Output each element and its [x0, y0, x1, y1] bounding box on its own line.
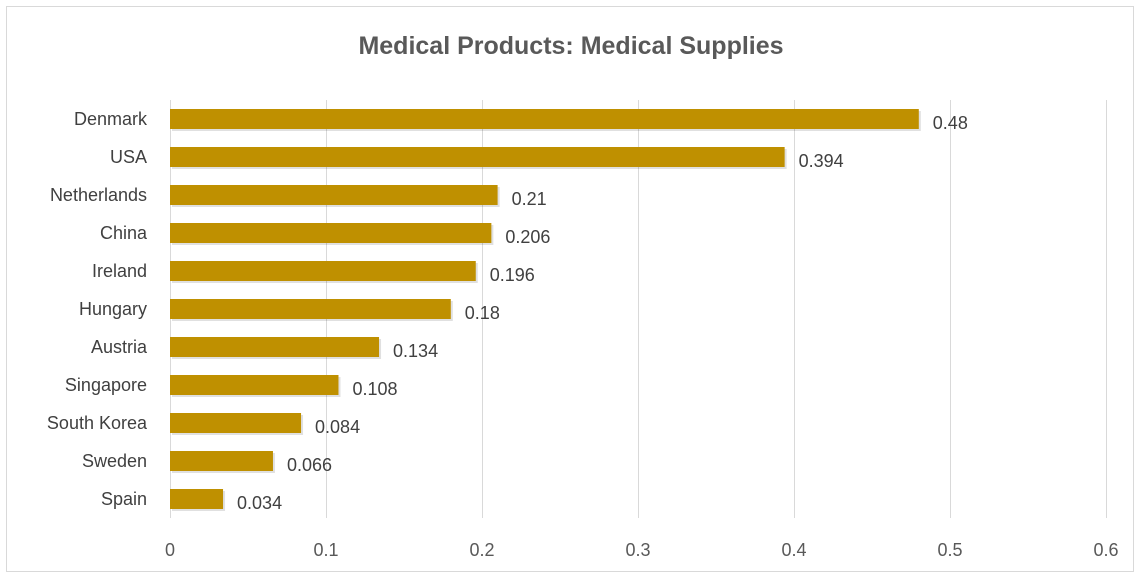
x-tick-label: 0.5 [937, 540, 962, 560]
data-label: 0.18 [465, 303, 500, 323]
category-label: Austria [91, 337, 148, 357]
category-label: Netherlands [50, 185, 147, 205]
data-label: 0.196 [490, 265, 535, 285]
category-label: Ireland [92, 261, 147, 281]
bar-hungary [170, 299, 451, 319]
bar-china [170, 223, 492, 243]
data-label: 0.394 [799, 151, 844, 171]
data-label: 0.134 [393, 341, 438, 361]
data-label: 0.034 [237, 493, 282, 513]
category-label: Hungary [79, 299, 147, 319]
data-label: 0.21 [512, 189, 547, 209]
category-label: Sweden [82, 451, 147, 471]
category-label: South Korea [47, 413, 148, 433]
bar-ireland [170, 261, 476, 281]
chart-area [6, 6, 1134, 572]
category-label: Denmark [74, 109, 148, 129]
bar-usa [170, 147, 785, 167]
category-label: China [100, 223, 148, 243]
category-label: USA [110, 147, 147, 167]
x-tick-label: 0 [165, 540, 175, 560]
data-label: 0.108 [352, 379, 397, 399]
bar-singapore [170, 375, 339, 395]
bar-south-korea [170, 413, 302, 433]
labels: 0 0.1 0.2 0.3 0.4 0.5 0.6 Denmark 0.48 USA 0.394 Ne… [47, 109, 1119, 560]
data-label: 0.084 [315, 417, 360, 437]
data-label: 0.206 [505, 227, 550, 247]
bar-sweden [170, 451, 273, 471]
chart-title: Medical Products: Medical Supplies [358, 32, 784, 60]
bar-netherlands [170, 185, 498, 205]
x-tick-label: 0.3 [625, 540, 650, 560]
bar-austria [170, 337, 380, 357]
bars [170, 109, 921, 511]
x-tick-label: 0.2 [469, 540, 494, 560]
x-tick-label: 0.6 [1093, 540, 1118, 560]
x-tick-label: 0.1 [313, 540, 338, 560]
bar-spain [170, 489, 224, 509]
data-label: 0.066 [287, 455, 332, 475]
gridlines [170, 100, 1107, 518]
bar-denmark [170, 109, 919, 129]
category-label: Singapore [65, 375, 147, 395]
category-label: Spain [101, 489, 147, 509]
data-label: 0.48 [933, 113, 968, 133]
x-tick-label: 0.4 [781, 540, 806, 560]
